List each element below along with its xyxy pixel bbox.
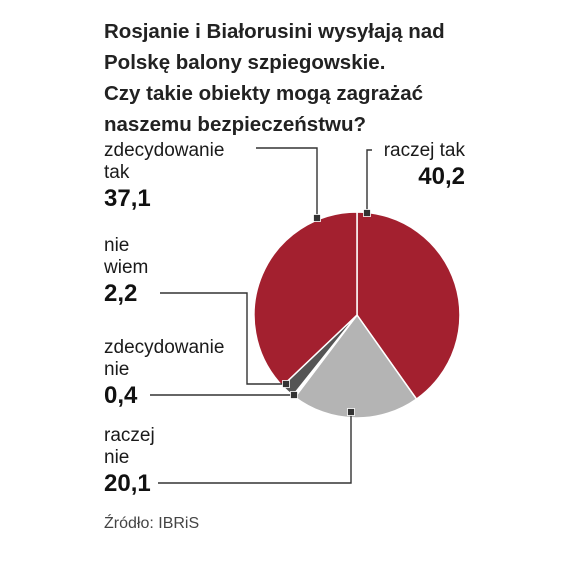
leader-raczej-tak-marker xyxy=(363,209,371,217)
label-raczej-tak-text: raczej tak xyxy=(383,140,465,161)
leader-lines xyxy=(150,147,372,484)
label-zdecydowanie-tak-line-2: tak xyxy=(104,162,130,183)
source-note: Źródło: IBRiS xyxy=(104,515,200,532)
leader-raczej-nie xyxy=(158,412,352,484)
label-nie-wiem-value: 2,2 xyxy=(104,280,138,307)
title-line-2: Polskę balony szpiegowskie. xyxy=(104,51,386,74)
leader-raczej-nie-marker xyxy=(347,408,355,416)
label-raczej-tak-value: 40,2 xyxy=(418,163,465,190)
title-line-3: Czy takie obiekty mogą zagrażać xyxy=(104,82,424,105)
label-nie-wiem: nie wiem 2,2 xyxy=(104,235,148,309)
label-raczej-tak: raczej tak 40,2 xyxy=(375,140,465,192)
chart-title: Rosjanie i Białorusini wysyłają nad Pols… xyxy=(104,16,544,140)
leader-zdecydowanie-nie-marker xyxy=(290,391,298,399)
label-zdecydowanie-nie: zdecydowanie nie 0,4 xyxy=(104,337,224,411)
leader-zdecydowanie-tak xyxy=(256,147,318,218)
label-raczej-nie-value: 20,1 xyxy=(104,470,151,497)
label-zdecydowanie-tak-value: 37,1 xyxy=(104,185,151,212)
label-nie-wiem-line-1: nie xyxy=(104,235,130,256)
slice-raczej-nie xyxy=(294,314,418,419)
label-raczej-nie-line-2: nie xyxy=(104,447,130,468)
leader-zdecydowanie-tak-marker xyxy=(313,214,321,222)
label-raczej-nie-line-1: raczej xyxy=(104,425,155,446)
label-zdecydowanie-tak-line-1: zdecydowanie xyxy=(104,140,225,161)
leader-nie-wiem xyxy=(160,292,286,385)
leader-nie-wiem-marker xyxy=(282,380,290,388)
label-zdecydowanie-nie-line-1: zdecydowanie xyxy=(104,337,225,358)
label-zdecydowanie-nie-value: 0,4 xyxy=(104,382,138,409)
label-nie-wiem-line-2: wiem xyxy=(104,257,149,278)
slice-zdecydowanie-tak xyxy=(253,211,358,387)
title-line-1: Rosjanie i Białorusini wysyłają nad xyxy=(104,20,445,43)
slice-raczej-tak xyxy=(356,211,461,400)
label-zdecydowanie-tak: zdecydowanie tak 37,1 xyxy=(104,140,224,214)
label-zdecydowanie-nie-line-2: nie xyxy=(104,359,130,380)
leader-raczej-tak xyxy=(366,149,372,213)
title-line-4: naszemu bezpieczeństwu? xyxy=(104,113,367,136)
label-raczej-nie: raczej nie 20,1 xyxy=(104,425,155,499)
